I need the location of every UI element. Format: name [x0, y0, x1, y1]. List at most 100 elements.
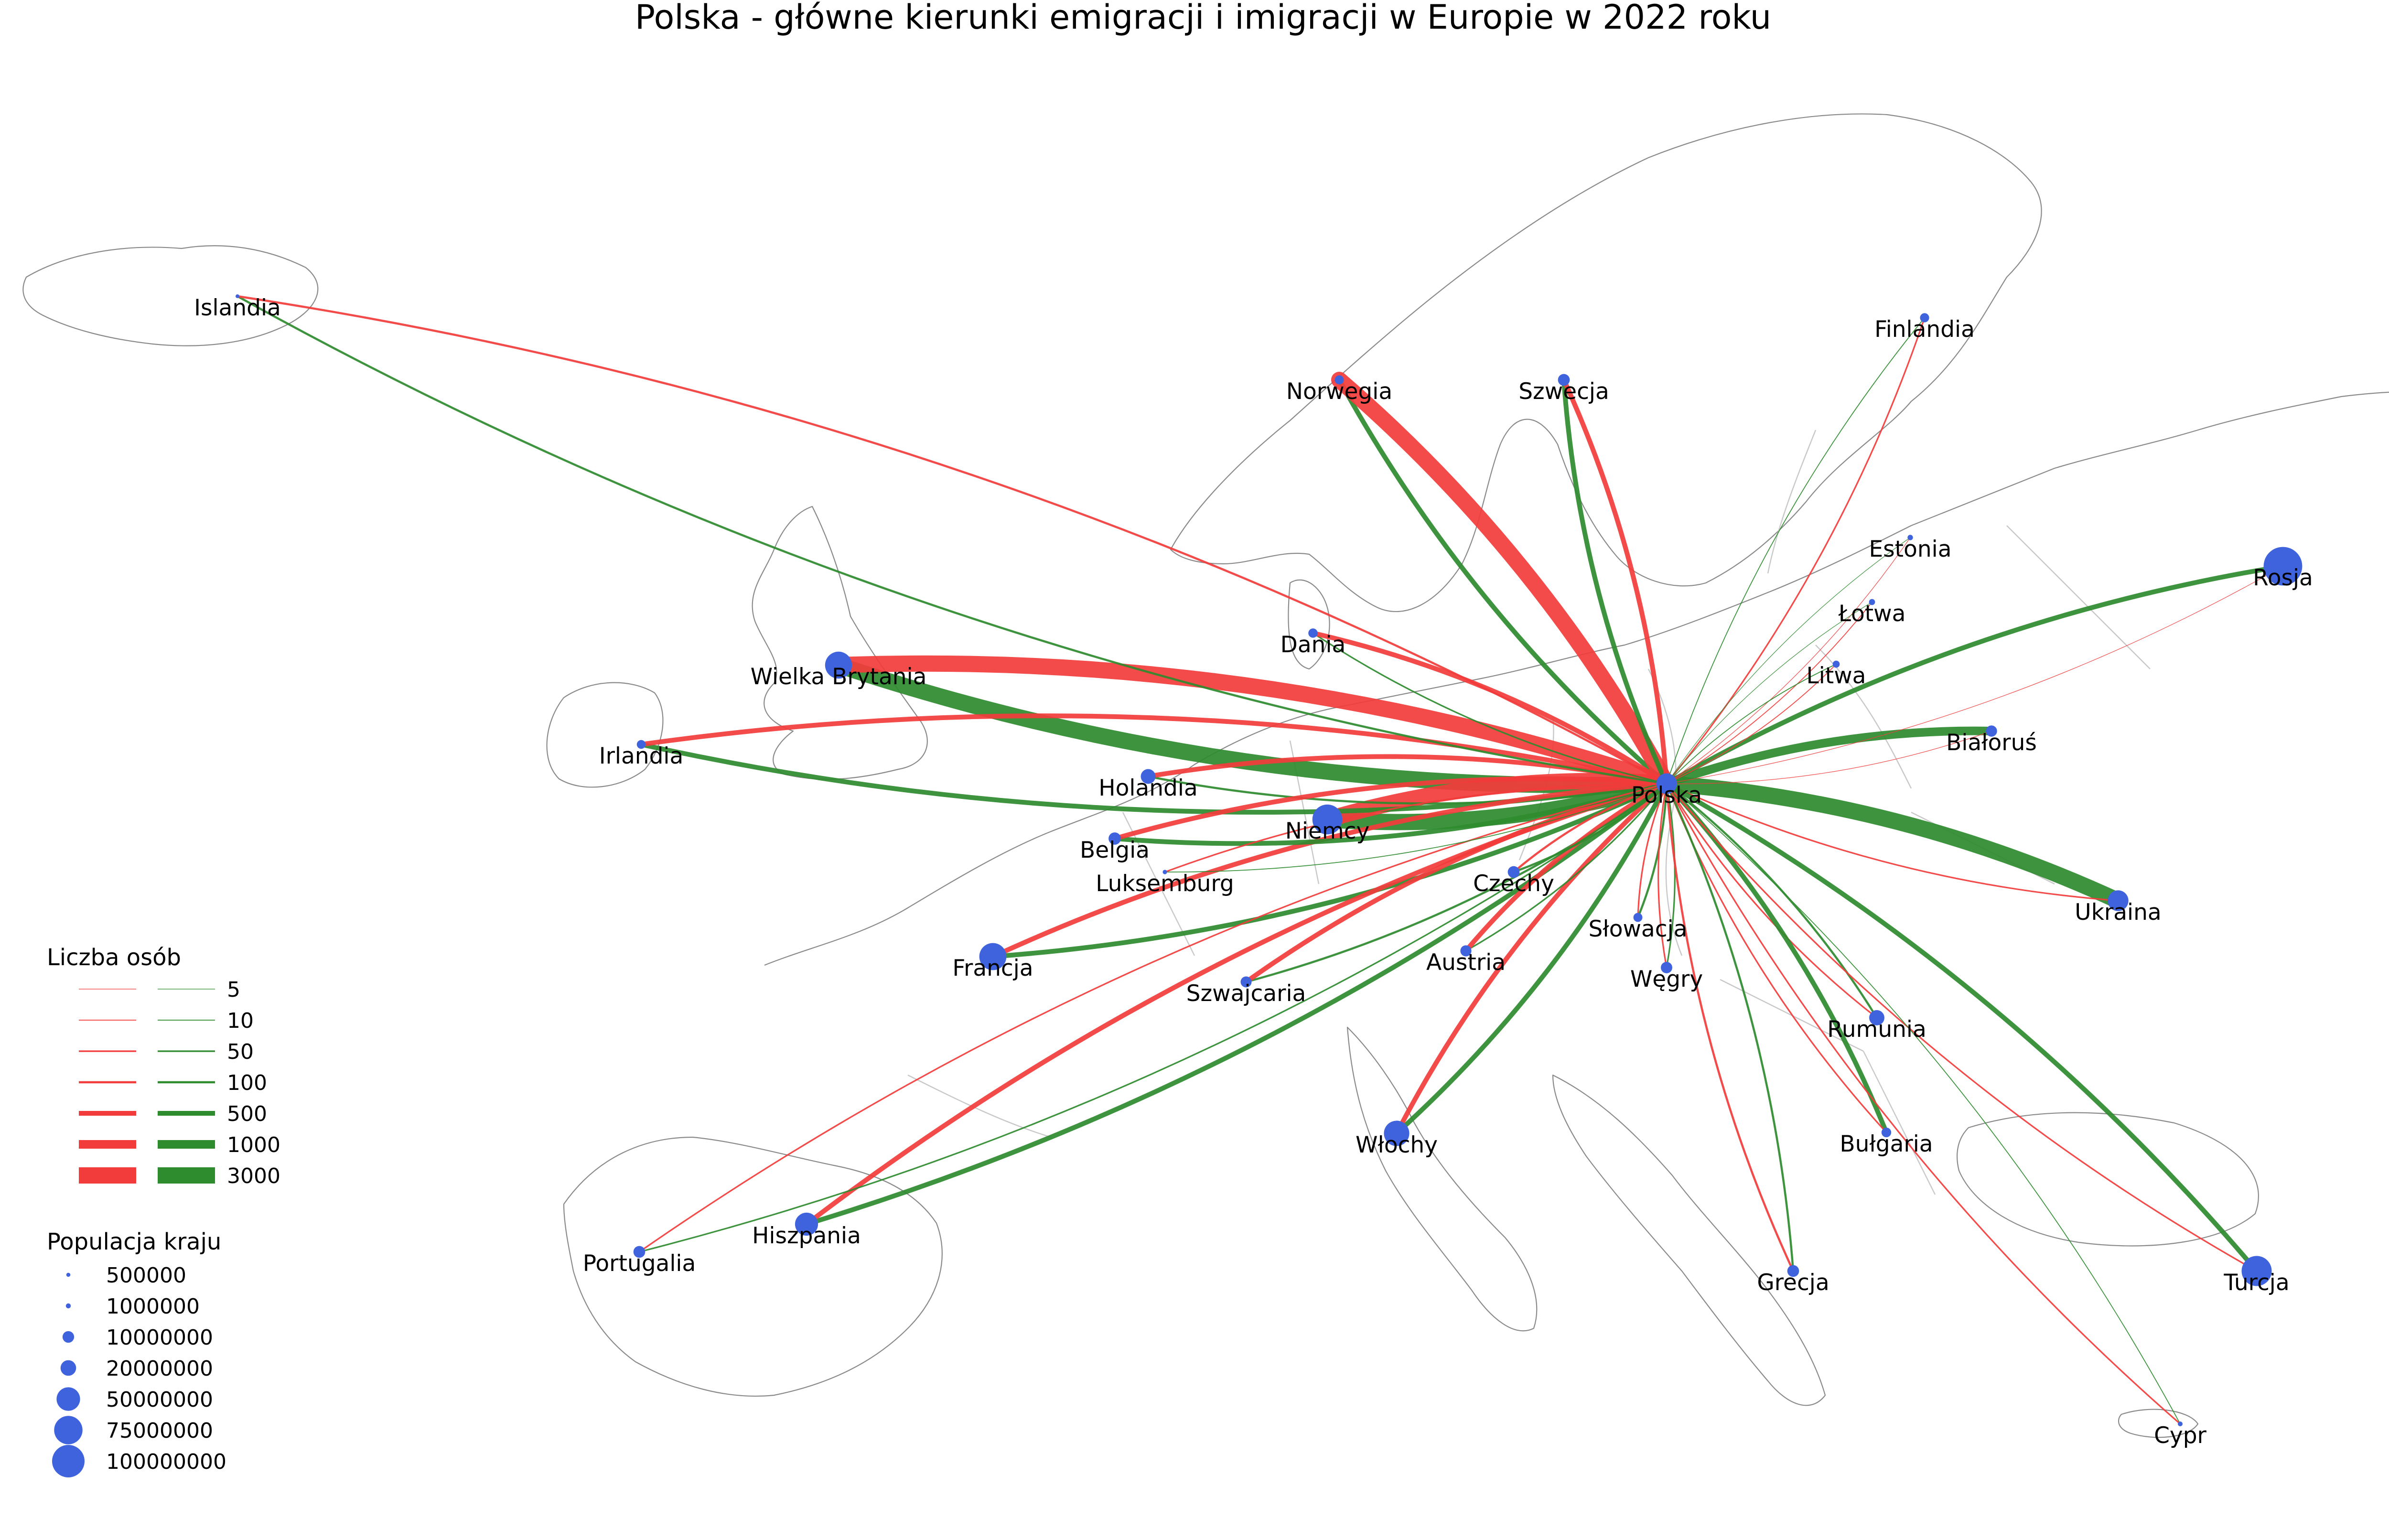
- legend-flow-value: 3000: [227, 1164, 280, 1188]
- emigration-flow-cypr: [1666, 783, 2181, 1425]
- immigration-flow-islandia: [236, 295, 1668, 785]
- immigration-flow-bułgaria: [1664, 781, 1889, 1135]
- country-label-ukraina: Ukraina: [2075, 899, 2161, 926]
- country-node-austria: [1460, 945, 1472, 957]
- country-node-estonia: [1907, 535, 1913, 540]
- country-label-bułgaria: Bułgaria: [1840, 1131, 1933, 1157]
- country-node-holandia: [1141, 769, 1156, 784]
- legend: Liczba osób 5 10 50 100 500 1000 3000 Populacj…: [47, 944, 280, 1477]
- immigration-flow-ukraina: [1658, 775, 2126, 909]
- immigration-flow-węgry: [1666, 783, 1676, 969]
- coastline-scandinavia: [1170, 113, 2042, 612]
- immigration-flow-portugalia: [638, 783, 1668, 1253]
- coastline-cyprus: [2118, 1409, 2199, 1438]
- border-10: [2006, 525, 2151, 669]
- legend-population-marker: [65, 1303, 71, 1309]
- country-node-grecja: [1787, 1265, 1799, 1277]
- immigration-flow-estonia: [1666, 537, 1911, 784]
- legend-flow-value: 10: [227, 1009, 254, 1033]
- border-8: [1862, 1051, 1936, 1195]
- immigration-flow-finlandia: [1666, 317, 1925, 784]
- immigration-flow-francja: [990, 781, 1669, 959]
- legend-population-value: 50000000: [106, 1388, 213, 1412]
- country-node-irlandia: [636, 740, 646, 749]
- country-node-włochy: [1384, 1120, 1410, 1146]
- country-label-luksemburg: Luksemburg: [1096, 871, 1234, 897]
- country-node-wielka-brytania: [825, 651, 852, 679]
- flow-legend-title: Liczba osób: [47, 944, 181, 971]
- emigration-flow-irlandia: [639, 713, 1669, 786]
- country-label-turcja: Turcja: [2223, 1270, 2289, 1296]
- emigration-flow-portugalia: [638, 783, 1668, 1253]
- coastline-iceland: [22, 245, 319, 346]
- legend-population-value: 20000000: [106, 1357, 213, 1381]
- emigration-flow-ukraina: [1666, 783, 2119, 902]
- country-node-francja: [979, 943, 1007, 970]
- border-4: [1122, 812, 1195, 956]
- country-node-belgia: [1108, 832, 1121, 845]
- emigration-flow-rumunia: [1666, 783, 1878, 1019]
- country-node-szwajcaria: [1240, 976, 1252, 988]
- emigration-flow-grecja: [1665, 782, 1795, 1272]
- country-node-rosja: [2263, 547, 2303, 586]
- emigration-flow-bułgaria: [1666, 783, 1887, 1133]
- country-label-szwajcaria: Szwajcaria: [1186, 980, 1306, 1007]
- emigration-flow-norwegia: [1331, 372, 1675, 792]
- country-node-norwegia: [1334, 375, 1344, 385]
- population-legend-title: Populacja kraju: [47, 1228, 221, 1255]
- emigration-flow-estonia: [1666, 537, 1911, 784]
- country-label-austria: Austria: [1426, 949, 1506, 976]
- coastline-iberia: [563, 1136, 943, 1397]
- border-9: [907, 1074, 1052, 1138]
- country-label-wielka-brytania: Wielka Brytania: [751, 664, 927, 690]
- country-node-ukraina: [2108, 890, 2129, 911]
- legend-population-marker: [54, 1416, 83, 1444]
- country-node-cypr: [2177, 1421, 2183, 1427]
- emigration-flow-islandia: [236, 295, 1668, 785]
- legend-population-marker: [56, 1387, 80, 1411]
- coastline-ireland: [546, 682, 664, 788]
- country-label-finlandia: Finlandia: [1874, 316, 1975, 343]
- country-node-łotwa: [1869, 599, 1875, 605]
- emigration-flow-słowacja: [1637, 783, 1668, 918]
- legend-flow-value: 500: [227, 1102, 267, 1126]
- country-labels: Polska Islandia Norwegia Szwecja Finlandia Es…: [194, 295, 2313, 1449]
- coastline-italy: [1346, 1026, 1538, 1332]
- coastline-british-isles: [752, 506, 928, 780]
- country-label-niemcy: Niemcy: [1285, 818, 1370, 844]
- country-label-estonia: Estonia: [1869, 536, 1951, 562]
- country-node-hiszpania: [795, 1212, 818, 1236]
- country-label-hiszpania: Hiszpania: [752, 1223, 861, 1249]
- emigration-flow-austria: [1464, 781, 1669, 953]
- immigration-flow-grecja: [1665, 782, 1795, 1272]
- country-label-islandia: Islandia: [194, 295, 281, 321]
- country-label-rosja: Rosja: [2253, 565, 2313, 591]
- country-node-polska: [1656, 773, 1677, 794]
- country-node-turcja: [2241, 1256, 2272, 1286]
- country-label-norwegia: Norwegia: [1286, 378, 1392, 405]
- country-node-czechy: [1507, 866, 1520, 878]
- country-label-rumunia: Rumunia: [1827, 1016, 1926, 1043]
- country-label-francja: Francja: [952, 955, 1033, 981]
- immigration-flow-austria: [1465, 783, 1668, 952]
- country-nodes: [236, 294, 2303, 1427]
- emigration-flow-finlandia: [1666, 317, 1926, 785]
- map-title: Polska - główne kierunki emigracji i imi…: [635, 0, 1771, 37]
- legend-population-marker: [60, 1360, 76, 1376]
- country-label-węgry: Węgry: [1630, 966, 1703, 992]
- country-label-szwecja: Szwecja: [1518, 378, 1609, 405]
- coastline-denmark: [1288, 579, 1330, 670]
- legend-population-marker: [62, 1331, 75, 1343]
- country-label-irlandia: Irlandia: [599, 743, 684, 769]
- country-label-litwa: Litwa: [1807, 663, 1866, 689]
- immigration-flow-rosja: [1664, 564, 2285, 786]
- country-node-finlandia: [1920, 313, 1929, 323]
- border-11: [1767, 430, 1817, 574]
- flow-lines: [236, 295, 2285, 1425]
- immigration-flow-litwa: [1666, 664, 1837, 784]
- legend-population-marker: [52, 1445, 85, 1477]
- country-label-belgia: Belgia: [1080, 837, 1150, 863]
- country-node-islandia: [236, 294, 239, 298]
